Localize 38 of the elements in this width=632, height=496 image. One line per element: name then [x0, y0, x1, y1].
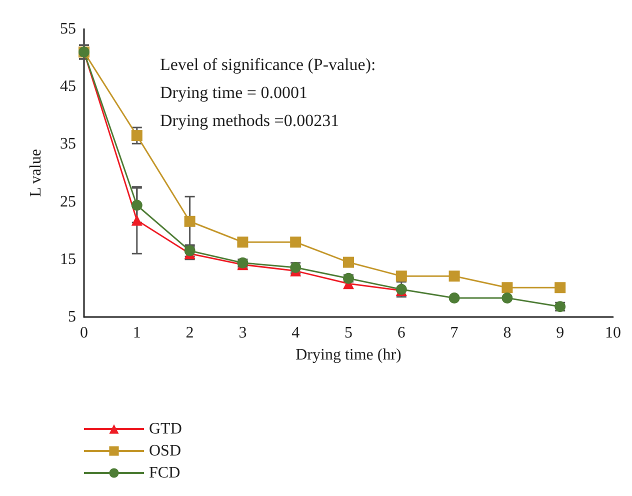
y-tick-label: 55: [60, 20, 76, 38]
y-tick-label: 35: [60, 136, 76, 153]
annotation: Drying time = 0.0001: [160, 83, 308, 102]
x-tick-label: 8: [503, 324, 512, 342]
legend-label: GTD: [149, 420, 182, 438]
x-tick-label: 10: [605, 324, 621, 342]
point: [290, 236, 302, 248]
point: [396, 270, 407, 282]
point: [448, 292, 460, 304]
legend-label: FCD: [149, 464, 180, 482]
annotation: Drying methods =0.00231: [160, 111, 340, 130]
x-tick-label: 6: [397, 324, 406, 342]
x-axis-title: Drying time (hr): [296, 346, 402, 364]
point: [448, 270, 460, 282]
y-tick-label: 5: [68, 308, 76, 326]
point: [502, 292, 513, 304]
x-tick-label: 4: [292, 324, 300, 342]
x-tick-label: 0: [80, 324, 88, 342]
point: [502, 282, 513, 294]
point: [237, 236, 248, 248]
point: [131, 214, 142, 226]
point: [184, 216, 196, 227]
x-tick-label: 9: [556, 324, 564, 342]
point: [131, 200, 142, 211]
x-tick-label: 1: [132, 324, 141, 342]
y-tick-label: 45: [60, 78, 76, 96]
x-tick-label: 7: [450, 324, 458, 342]
point: [131, 130, 142, 142]
annotation: Level of significance (P-value):: [160, 55, 376, 74]
y-tick-label: 25: [60, 193, 76, 210]
point: [343, 256, 354, 268]
y-tick-label: 15: [60, 250, 76, 268]
x-tick-label: 5: [344, 324, 352, 342]
y-axis-title: L value: [28, 149, 44, 197]
legend-label: OSD: [149, 442, 182, 460]
x-tick-label: 3: [238, 324, 247, 342]
x-tick-label: 2: [186, 324, 194, 342]
point: [554, 282, 566, 294]
